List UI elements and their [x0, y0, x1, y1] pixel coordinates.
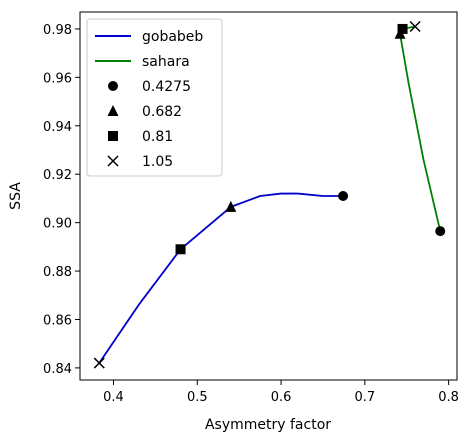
y-tick-label: 0.86 [43, 313, 72, 328]
legend-box [86, 18, 223, 177]
legend-marker-1.05 [107, 155, 119, 167]
legend-marker-0.81 [108, 131, 118, 141]
legend: gobabeb sahara 0.4275 0.682 0.81 1.05 [86, 18, 223, 177]
legend-marker-0.4275 [108, 81, 118, 91]
series-line-gobabeb [98, 192, 344, 364]
marker-gobabeb-0.682 [225, 200, 237, 212]
legend-label: 0.682 [142, 104, 182, 120]
marker-gobabeb-1.05 [93, 357, 105, 369]
legend-marker-0.682 [107, 105, 119, 116]
marker-sahara-0.81 [397, 23, 408, 34]
x-tick-label: 0.6 [271, 390, 292, 405]
x-tick-label: 0.5 [187, 390, 208, 405]
y-axis-label: SSA [8, 182, 24, 210]
y-tick-label: 0.84 [43, 362, 72, 377]
legend-label: 0.4275 [142, 79, 191, 95]
y-tick-label: 0.94 [43, 120, 72, 135]
y-tick-label: 0.90 [43, 217, 72, 232]
y-tick-label: 0.98 [43, 23, 72, 38]
x-tick-label: 0.4 [103, 390, 124, 405]
x-axis-label: Asymmetry factor [205, 417, 331, 433]
axis-ticks: 0.4 0.5 0.6 0.7 0.8 0.84 0.86 0.88 0.90 0.92 0.94 0… [43, 23, 459, 405]
legend-label: 1.05 [142, 154, 173, 170]
x-tick-label: 0.8 [438, 390, 459, 405]
y-tick-label: 0.92 [43, 168, 72, 183]
x-tick-label: 0.7 [355, 390, 376, 405]
y-tick-label: 0.88 [43, 265, 72, 280]
legend-label: gobabeb [142, 29, 203, 45]
marker-sahara-0.4275 [435, 226, 446, 237]
marker-gobabeb-0.4275 [338, 191, 349, 201]
legend-label: 0.81 [142, 129, 173, 145]
y-tick-label: 0.96 [43, 71, 72, 86]
marker-sahara-1.05 [409, 20, 421, 33]
series-layer [93, 20, 446, 369]
marker-gobabeb-0.81 [175, 244, 186, 255]
legend-label: sahara [142, 54, 190, 70]
